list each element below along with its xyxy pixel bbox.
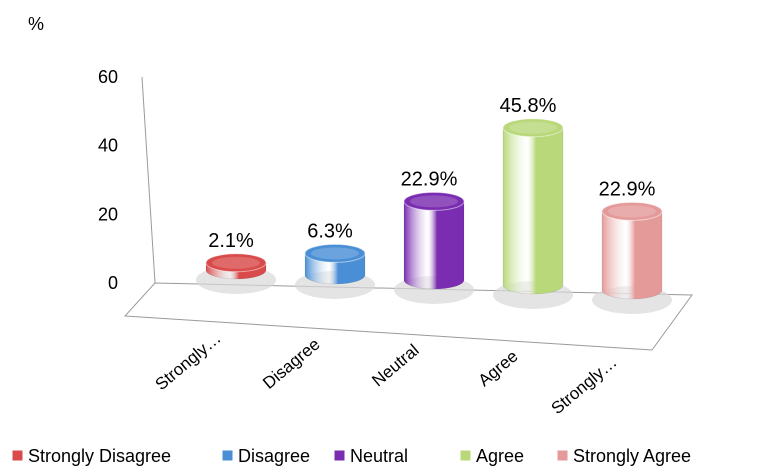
- data-label: 6.3%: [307, 220, 353, 242]
- legend-label: Strongly Disagree: [28, 446, 171, 466]
- x-tick-label: Strongly…: [152, 329, 225, 395]
- bar-top-highlight: [608, 205, 656, 218]
- bar-body: [502, 127, 564, 295]
- legend-swatch: [556, 449, 569, 462]
- legend-swatch: [333, 449, 346, 462]
- legend-label: Strongly Agree: [573, 446, 691, 466]
- legend-item-neutral: Neutral: [333, 446, 408, 466]
- x-tick-label: Neutral: [368, 341, 422, 391]
- data-label: 2.1%: [208, 230, 254, 252]
- bar-disagree: [295, 243, 375, 299]
- bar-agree: [493, 118, 573, 309]
- x-tick-label: Agree: [475, 347, 522, 391]
- bar-neutral: [394, 191, 474, 304]
- legend-label: Neutral: [350, 446, 408, 466]
- bar-body: [601, 211, 663, 300]
- legend-label: Agree: [476, 446, 524, 466]
- bar-top: [403, 191, 465, 211]
- chart-bars: [196, 118, 672, 314]
- legend-label: Disagree: [238, 446, 310, 466]
- bar-top-highlight: [212, 256, 260, 269]
- y-axis-line: [141, 76, 156, 284]
- legend: Strongly Disagree Disagree Neutral Agree Str…: [11, 446, 691, 466]
- data-label: 22.9%: [401, 168, 458, 190]
- bar-top-highlight: [311, 247, 359, 260]
- bar-top-highlight: [410, 195, 458, 208]
- bar-top: [502, 118, 564, 138]
- legend-swatch: [11, 449, 24, 462]
- bar-top-highlight: [509, 121, 557, 134]
- bar-top: [304, 243, 366, 263]
- y-tick-label: 60: [98, 67, 118, 87]
- x-tick-label: Disagree: [259, 335, 323, 393]
- bar-strongly-disagree: [196, 253, 276, 294]
- x-tick-label: Strongly…: [548, 353, 621, 419]
- legend-swatch: [459, 449, 472, 462]
- legend-swatch: [221, 449, 234, 462]
- data-label: 22.9%: [599, 178, 656, 200]
- bar-body: [403, 201, 465, 290]
- legend-item-disagree: Disagree: [221, 446, 310, 466]
- y-tick-label: 0: [108, 273, 118, 293]
- data-label: 45.8%: [500, 95, 557, 117]
- legend-item-strongly-agree: Strongly Agree: [556, 446, 691, 466]
- y-tick-label: 20: [98, 204, 118, 224]
- legend-item-agree: Agree: [459, 446, 524, 466]
- bar-strongly-agree: [592, 201, 672, 314]
- y-tick-label: 40: [98, 136, 118, 156]
- bar-top: [205, 253, 267, 273]
- bar-top: [601, 201, 663, 221]
- y-axis-title: %: [28, 14, 44, 34]
- legend-item-strongly-disagree: Strongly Disagree: [11, 446, 171, 466]
